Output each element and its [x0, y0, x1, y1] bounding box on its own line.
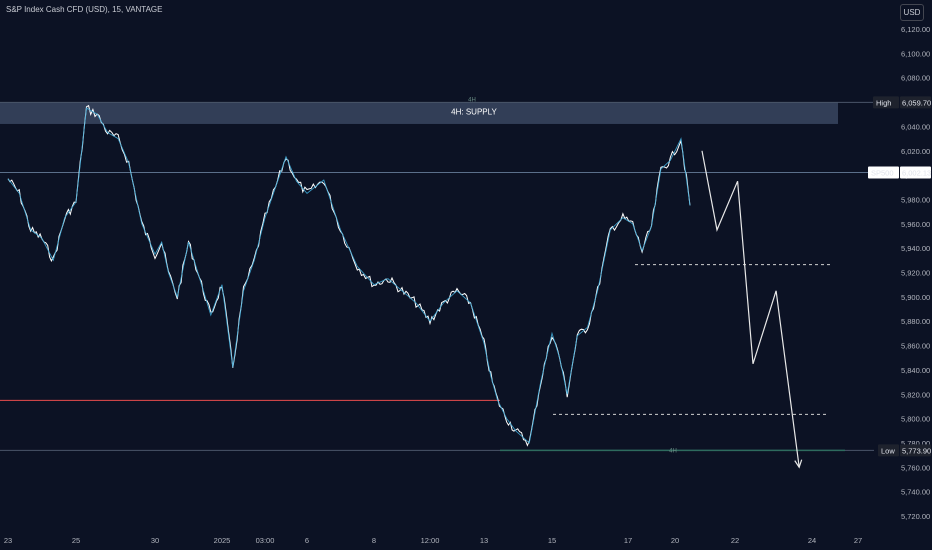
x-tick-label: 8: [372, 536, 376, 545]
y-tick-label: 5,720.00: [901, 512, 930, 521]
y-tick-label: 5,920.00: [901, 269, 930, 278]
x-tick-label: 25: [72, 536, 80, 545]
y-tick-label: 6,080.00: [901, 74, 930, 83]
y-tick-label: 5,780.00: [901, 439, 930, 448]
zigzag-series: [7, 107, 691, 444]
high-value: 6,059.70: [902, 98, 931, 107]
y-tick-label: 5,740.00: [901, 488, 930, 497]
price-series: [7, 104, 691, 447]
y-tick-label: 5,760.00: [901, 463, 930, 472]
current-price-value-bg: [900, 166, 931, 179]
x-tick-label: 27: [854, 536, 862, 545]
x-tick-label: 12:00: [421, 536, 440, 545]
y-tick-label: 5,860.00: [901, 342, 930, 351]
x-tick-label: 17: [624, 536, 632, 545]
y-tick-label: 5,900.00: [901, 293, 930, 302]
y-tick-label: 6,120.00: [901, 25, 930, 34]
high-label-bg: [873, 96, 899, 109]
symbol-title: S&P Index Cash CFD (USD), 15, VANTAGE: [6, 5, 163, 14]
supply-zone-label: 4H: SUPPLY: [451, 107, 497, 116]
y-tick-label: 6,040.00: [901, 122, 930, 131]
x-tick-label: 30: [151, 536, 159, 545]
x-tick-label: 2025: [214, 536, 231, 545]
y-tick-label: 5,940.00: [901, 244, 930, 253]
low-label: Low: [881, 446, 895, 455]
currency-selector[interactable]: USD: [900, 4, 924, 21]
high-label: High: [876, 98, 891, 107]
projection-arrow: [794, 459, 803, 469]
x-tick-label: 13: [480, 536, 488, 545]
y-tick-label: 6,100.00: [901, 49, 930, 58]
supply-zone-timeframe: 4H: [468, 97, 476, 103]
x-tick-label: 15: [548, 536, 556, 545]
y-tick-label: 5,820.00: [901, 390, 930, 399]
x-tick-label: 24: [808, 536, 816, 545]
high-value-bg: [900, 96, 931, 109]
x-tick-label: 6: [305, 536, 309, 545]
low-value-bg: [900, 444, 931, 457]
current-price-value: 6,002.13: [902, 169, 931, 178]
current-symbol-label-bg: [868, 166, 899, 179]
low-value: 5,773.90: [902, 446, 931, 455]
low-label-bg: [878, 444, 899, 457]
projection-path: [701, 150, 800, 468]
x-tick-label: 22: [731, 536, 739, 545]
x-tick-label: 03:00: [256, 536, 275, 545]
y-tick-label: 5,800.00: [901, 415, 930, 424]
x-tick-label: 23: [4, 536, 12, 545]
x-tick-label: 20: [671, 536, 679, 545]
y-tick-label: 5,840.00: [901, 366, 930, 375]
y-tick-label: 5,980.00: [901, 195, 930, 204]
current-symbol-label: SP500: [871, 169, 894, 178]
supply-zone: [0, 102, 838, 124]
y-tick-label: 6,020.00: [901, 147, 930, 156]
low-zone-label: 4H: [669, 448, 677, 454]
y-tick-label: 5,960.00: [901, 220, 930, 229]
y-tick-label: 5,880.00: [901, 317, 930, 326]
